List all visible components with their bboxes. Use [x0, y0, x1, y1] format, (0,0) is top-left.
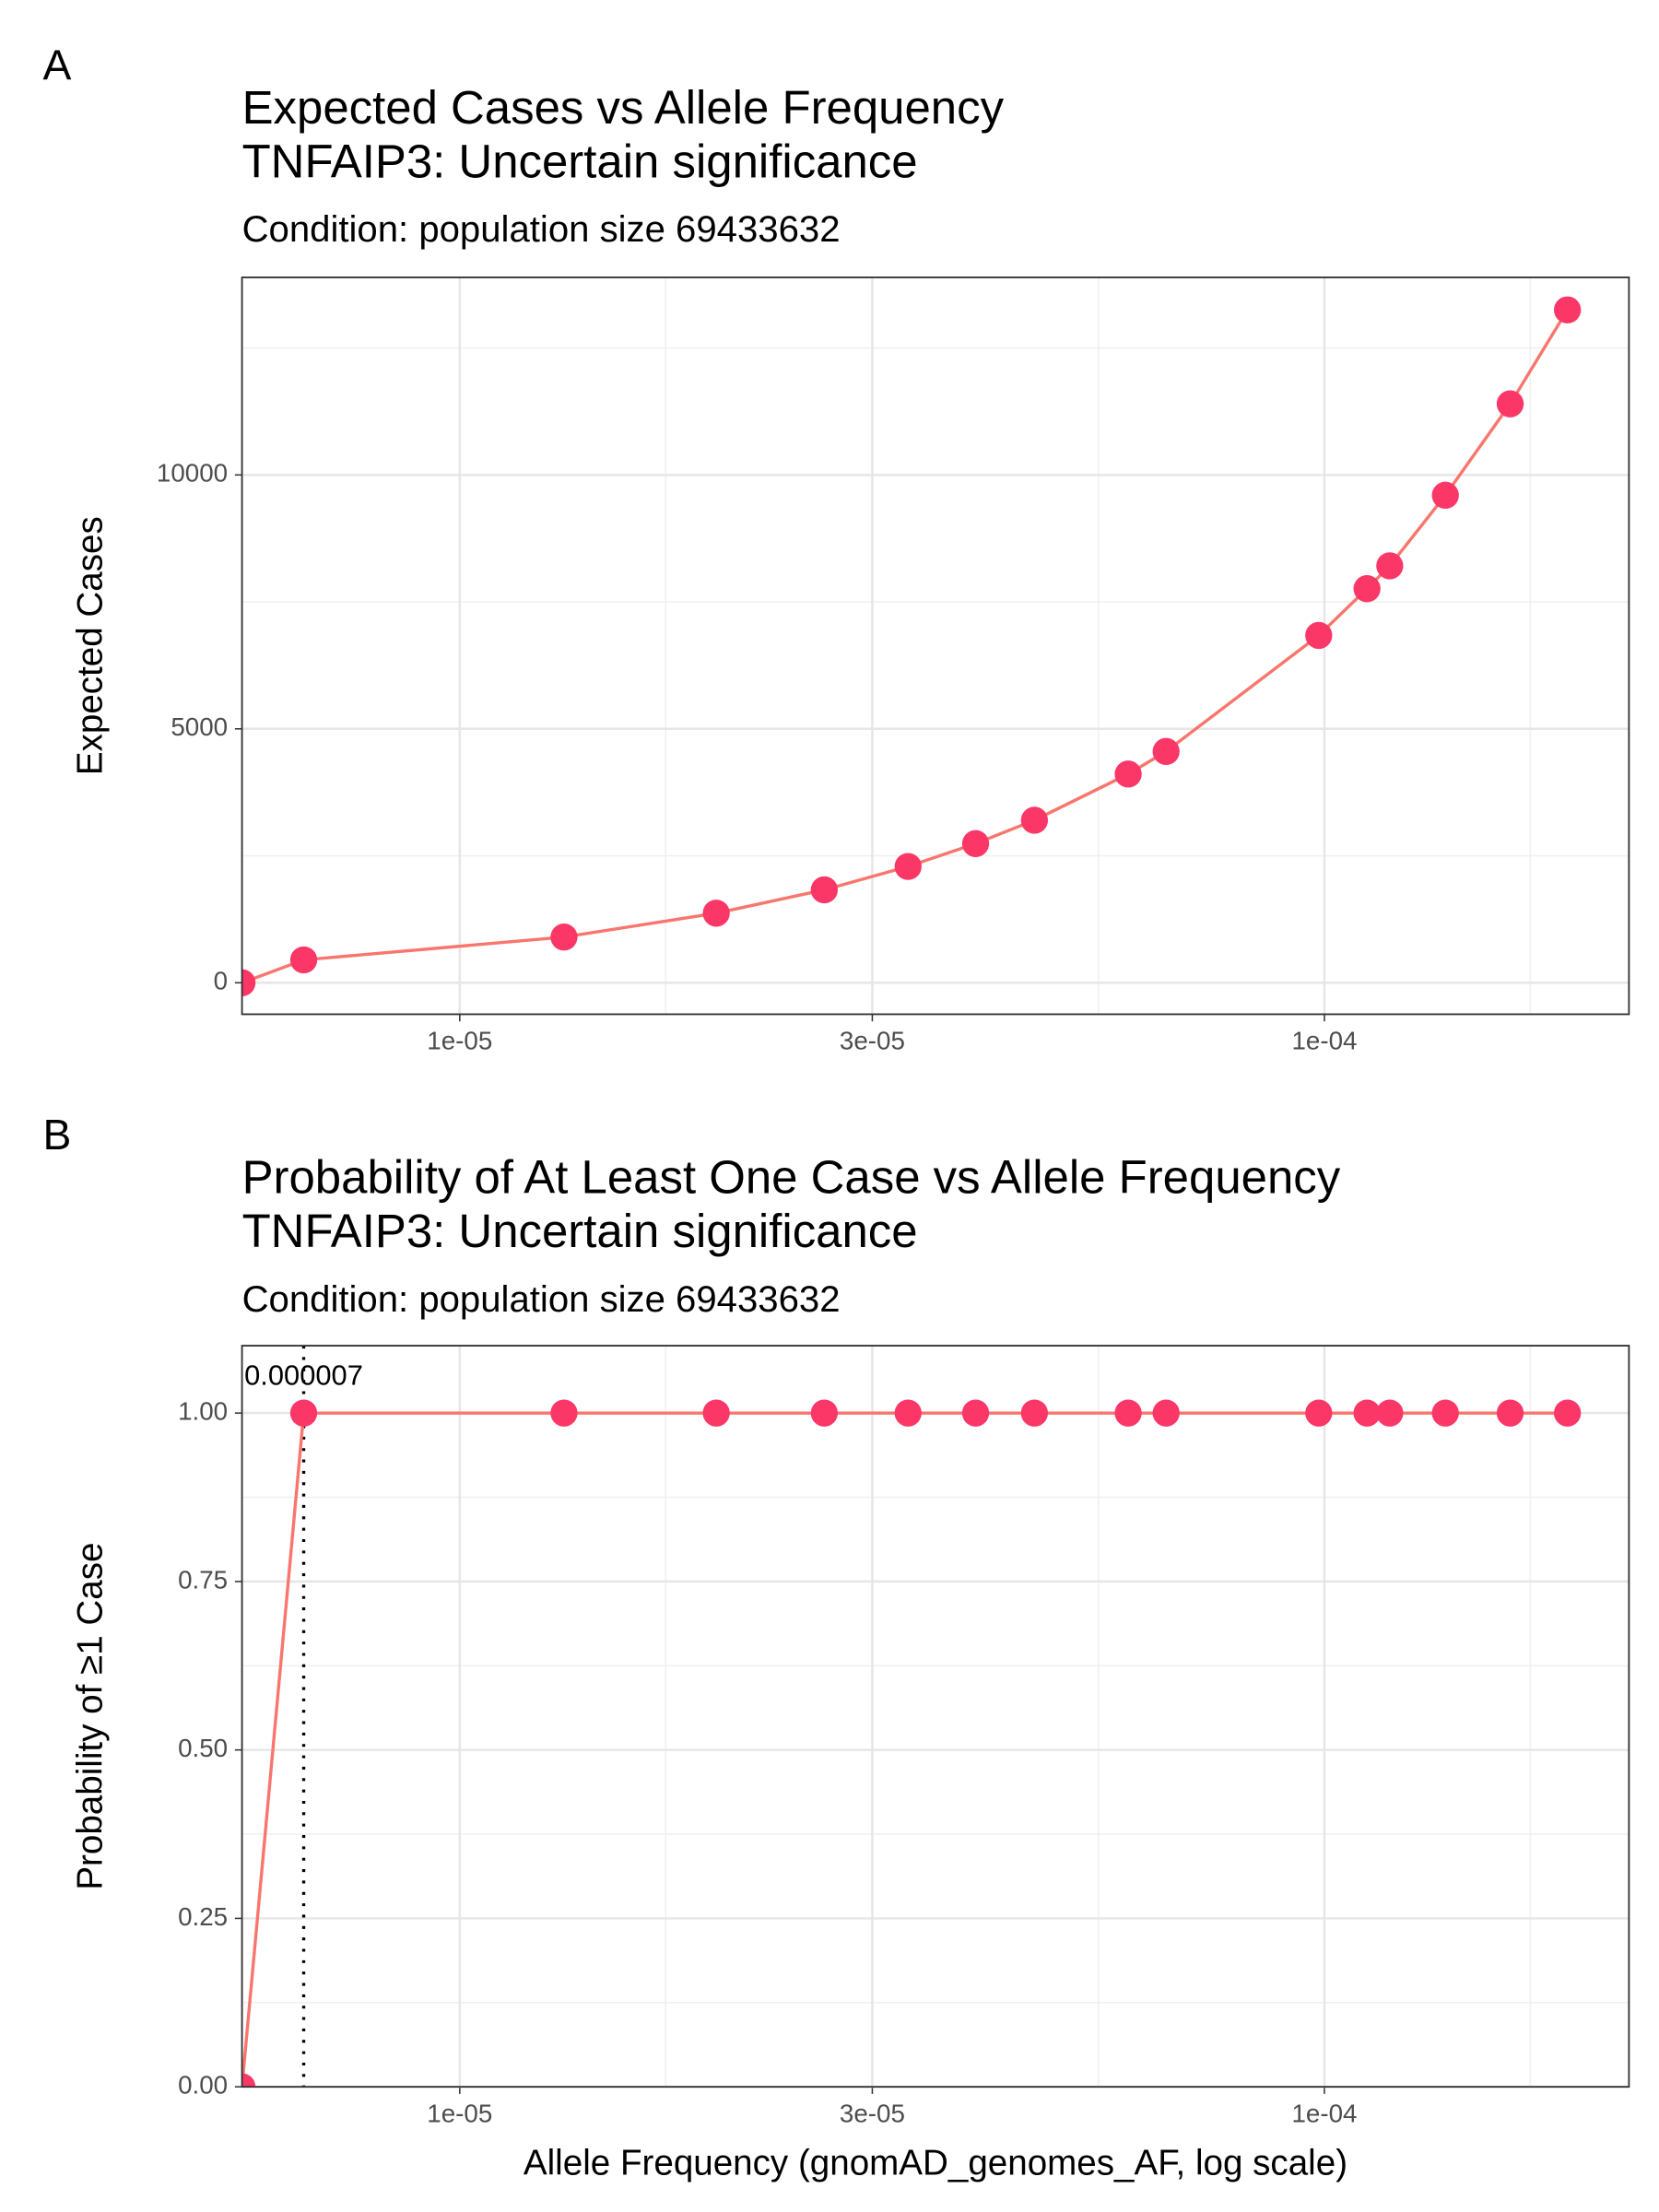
data-point — [289, 1399, 318, 1427]
y-axis-title: Probability of ≥1 Case — [71, 1543, 111, 1890]
data-point — [961, 830, 990, 857]
chart-subtitle: Condition: population size 69433632 — [242, 208, 841, 250]
data-point — [1305, 621, 1333, 650]
data-point — [810, 876, 839, 904]
chart-title: Probability of At Least One Case vs Alle… — [242, 1150, 1341, 1203]
y-tick-label: 5000 — [171, 712, 228, 741]
y-axis-title: Expected Cases — [71, 516, 111, 775]
data-point — [241, 969, 256, 996]
data-point — [1376, 1399, 1404, 1427]
panel-tag: A — [42, 41, 71, 88]
data-point — [1305, 1399, 1333, 1427]
y-tick-label: 10000 — [157, 459, 228, 488]
data-point — [1553, 1399, 1582, 1427]
data-point — [702, 1399, 730, 1427]
data-point — [1020, 806, 1049, 834]
series-line — [241, 1411, 1568, 2088]
y-tick-label: 0.25 — [178, 1902, 228, 1931]
x-tick-label: 1e-05 — [427, 1027, 492, 1055]
data-point — [1496, 390, 1524, 418]
data-point — [1114, 760, 1142, 788]
series-line — [241, 309, 1570, 984]
data-point — [241, 2073, 256, 2088]
data-point — [1152, 737, 1180, 765]
y-tick-label: 0.75 — [178, 1565, 228, 1594]
plot-area — [241, 296, 1582, 996]
chart-subtitle: Condition: population size 69433632 — [242, 1278, 841, 1320]
data-point — [1496, 1399, 1524, 1427]
y-tick-label: 0.50 — [178, 1734, 228, 1762]
data-point — [1152, 1399, 1180, 1427]
data-point — [550, 1399, 578, 1427]
data-point — [961, 1399, 990, 1427]
data-point — [1431, 1399, 1459, 1427]
data-point — [702, 900, 730, 927]
data-point — [1553, 296, 1582, 324]
panel-tag: B — [42, 1111, 71, 1159]
data-point — [1114, 1399, 1142, 1427]
y-tick-label: 0.00 — [178, 2071, 228, 2100]
x-tick-label: 1e-04 — [1291, 1027, 1357, 1055]
data-point — [810, 1399, 839, 1427]
data-point — [1431, 481, 1459, 510]
data-point — [289, 946, 318, 974]
chart-title: Expected Cases vs Allele Frequency — [242, 81, 1005, 134]
y-tick-label: 1.00 — [178, 1397, 228, 1426]
x-tick-label: 1e-04 — [1291, 2099, 1357, 2127]
data-point — [1376, 552, 1404, 580]
data-point — [550, 924, 578, 951]
annotation: 0.000007 — [244, 1359, 363, 1392]
data-point — [1353, 1399, 1381, 1427]
panel-border — [241, 276, 1630, 1016]
chart-title: TNFAIP3: Uncertain significance — [242, 1205, 918, 1257]
plot-area: 0.000007 — [241, 1346, 1582, 2088]
data-point — [1353, 575, 1381, 603]
panel-border — [241, 1345, 1630, 2088]
x-tick-label: 3e-05 — [840, 2099, 905, 2127]
y-tick-label: 0 — [214, 967, 228, 995]
data-point — [1020, 1399, 1049, 1427]
chart-title: TNFAIP3: Uncertain significance — [242, 135, 918, 187]
x-tick-label: 3e-05 — [840, 1027, 905, 1055]
data-point — [894, 853, 922, 880]
data-point — [894, 1399, 922, 1427]
x-axis-title: Allele Frequency (gnomAD_genomes_AF, log… — [524, 2143, 1347, 2183]
x-tick-label: 1e-05 — [427, 2099, 492, 2127]
